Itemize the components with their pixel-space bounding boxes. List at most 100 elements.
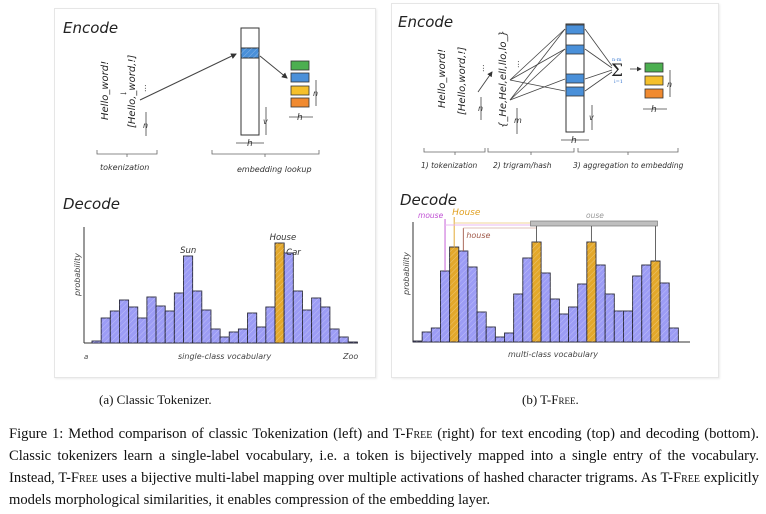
right-output-embeddings (644, 62, 664, 99)
bar-hatch (201, 310, 211, 343)
bar-label-house: House (270, 233, 297, 243)
right-v-dimension-arrow: v (589, 105, 594, 130)
bar-hatch (660, 283, 670, 342)
aggregation-brace (577, 148, 679, 155)
bar-hatch (146, 297, 157, 343)
right-annotations: mouse House house ouse (418, 208, 658, 271)
bar-hatch (605, 294, 615, 342)
bar-hatch (128, 307, 138, 343)
bar-hatch (669, 328, 679, 342)
bar-hatch (247, 313, 257, 343)
bar-hatch (119, 300, 129, 343)
bar-label-sun: Sun (180, 246, 196, 256)
bar-hatch (192, 291, 202, 343)
trigram-hash-brace (487, 148, 575, 155)
bar-hatch (586, 242, 596, 342)
bar-hatch (550, 299, 560, 342)
bar-hatch (477, 312, 487, 342)
svg-text:n: n (313, 89, 318, 98)
left-step-label-tokenization: tokenization (100, 163, 149, 172)
left-bars (91, 242, 358, 344)
right-y-axis-label: probability (402, 252, 411, 296)
hash-arrows (509, 28, 566, 101)
sum-icon: Σ (611, 61, 623, 81)
right-tokenization-brace (423, 148, 486, 155)
trigram-ellipsis: ... (512, 60, 521, 68)
sum-upper-limit: n·m (612, 57, 622, 63)
svg-text:n: n (478, 104, 483, 113)
bar-hatch (623, 311, 633, 342)
caption-smallcaps-segment: ree (681, 470, 700, 486)
figure-caption: Figure 1: Method comparison of classic T… (9, 423, 759, 511)
subfigure-caption-a: (a) Classic Tokenizer. (99, 392, 212, 407)
bar-hatch (440, 271, 450, 342)
caption-text-segment: explicitly models morphological similari… (9, 470, 759, 508)
svg-text:v: v (263, 117, 268, 126)
left-step-label-embedding: embedding lookup (237, 165, 312, 174)
right-step-label-trigram: 2) trigram/hash (493, 161, 552, 170)
embedding-lookup-brace (211, 150, 320, 157)
bar-hatch (174, 293, 184, 343)
right-input-text: Hello_word! (437, 49, 448, 108)
svg-text:h: h (651, 105, 657, 115)
tokenization-brace (96, 150, 158, 157)
bar-label-mouse: mouse (418, 211, 444, 220)
bar-hatch (467, 267, 478, 342)
caption-smallcaps-segment: ree (413, 426, 433, 442)
right-n-dimension-arrow: n (478, 97, 483, 120)
caption-smallcaps-segment: ree (78, 470, 98, 486)
bar-hatch (220, 337, 230, 343)
bar-hatch (449, 247, 459, 342)
left-encode-section: Encode Hello_word! → [Hello,_word,!] ...… (63, 19, 320, 174)
bar-hatch (210, 329, 221, 343)
bar-hatch (522, 258, 532, 342)
left-ellipsis: ... (139, 84, 148, 92)
caption-text-segment: Figure 1: Method comparison of classic T… (9, 426, 414, 442)
bar-hatch (302, 310, 312, 343)
caption-text-segment: uses a bijective multi-label mapping ove… (97, 470, 682, 486)
right-encode-section: Encode Hello_word! [Hello,word,!] ... {_… (398, 13, 684, 170)
right-decode-title: Decode (400, 191, 457, 209)
left-decode-chart: Decode probability a single-class vocabu… (63, 195, 358, 361)
left-encode-title: Encode (63, 19, 118, 37)
bar-hatch (458, 251, 468, 342)
bar-hatch (486, 327, 496, 342)
bar-hatch (413, 341, 423, 342)
bar-hatch (229, 332, 239, 343)
bar-hatch (559, 314, 569, 342)
bar-hatch (110, 311, 120, 343)
output-arrow (259, 55, 288, 79)
right-x-axis-label: multi-class vocabulary (508, 350, 598, 359)
right-step-label-tokenization: 1) tokenization (421, 161, 478, 170)
svg-text:n: n (143, 121, 148, 130)
bar-hatch (541, 273, 551, 342)
svg-text:v: v (589, 113, 594, 122)
svg-text:h: h (247, 139, 253, 149)
left-token-list: [Hello,_word,!] (127, 55, 138, 128)
svg-text:h: h (571, 136, 577, 146)
left-n-output-arrow: n (313, 80, 318, 106)
bar-hatch (614, 311, 624, 342)
bar-hatch (265, 307, 275, 343)
left-h-output-arrow: h (289, 113, 313, 123)
right-activated-rows (565, 24, 585, 97)
bar-hatch (422, 332, 432, 342)
right-n-output-arrow: n (667, 70, 672, 97)
bar-hatch (156, 306, 166, 343)
left-embedding-matrix (240, 27, 260, 136)
tokenize-arrow-icon: → (120, 89, 127, 98)
bar-hatch (495, 337, 505, 342)
left-n-dimension-arrow: n (143, 112, 148, 136)
bar-hatch (504, 333, 514, 342)
right-step-label-aggregation: 3) aggregation to embedding (573, 161, 684, 170)
bar-hatch (238, 329, 248, 343)
left-y-axis-label: probability (73, 253, 82, 297)
trigram-arrow (477, 71, 493, 93)
left-x-start-label: a (84, 353, 88, 361)
bar-hatch (431, 328, 441, 342)
right-h-output-arrow: h (643, 105, 667, 115)
left-decode-title: Decode (63, 195, 120, 213)
bar-hatch (348, 342, 358, 343)
left-input-text: Hello_word! (100, 61, 111, 120)
bar-hatch (596, 265, 606, 342)
